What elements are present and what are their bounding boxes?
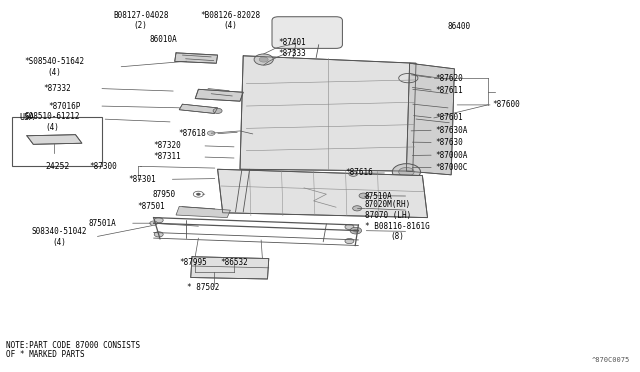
Text: *87000C: *87000C xyxy=(435,163,468,172)
Text: ^870C0075: ^870C0075 xyxy=(592,357,630,363)
Polygon shape xyxy=(27,135,82,144)
Circle shape xyxy=(259,57,268,62)
Polygon shape xyxy=(240,56,416,171)
Text: *B08126-82028
(4): *B08126-82028 (4) xyxy=(200,11,260,30)
Text: 87510A: 87510A xyxy=(365,192,392,201)
Text: *87301: *87301 xyxy=(128,175,156,184)
Text: *87630: *87630 xyxy=(435,138,463,147)
Text: *87311: *87311 xyxy=(154,153,181,161)
Bar xyxy=(12,117,102,166)
Text: B08127-04028
(2): B08127-04028 (2) xyxy=(113,11,168,30)
Text: 86010A: 86010A xyxy=(150,35,178,44)
Circle shape xyxy=(349,171,358,176)
Text: USA: USA xyxy=(19,113,34,122)
Polygon shape xyxy=(175,53,218,63)
Text: * 87502: * 87502 xyxy=(188,283,220,292)
Text: *87332: *87332 xyxy=(44,84,71,93)
Circle shape xyxy=(345,224,354,230)
Circle shape xyxy=(345,238,354,244)
Text: NOTE:PART CODE 87000 CONSISTS: NOTE:PART CODE 87000 CONSISTS xyxy=(6,341,141,350)
Circle shape xyxy=(392,164,420,180)
Text: *87620: *87620 xyxy=(435,74,463,83)
Polygon shape xyxy=(406,63,454,175)
Text: *87016P: *87016P xyxy=(48,102,81,110)
Circle shape xyxy=(353,206,362,211)
Circle shape xyxy=(150,221,157,225)
Text: *87320: *87320 xyxy=(154,141,181,150)
Circle shape xyxy=(154,232,163,237)
Polygon shape xyxy=(218,169,428,218)
Polygon shape xyxy=(176,206,230,218)
Text: *87501: *87501 xyxy=(138,202,165,211)
Text: 86400: 86400 xyxy=(448,22,471,31)
Text: *S08540-51642
(4): *S08540-51642 (4) xyxy=(24,57,84,77)
Text: *87995: *87995 xyxy=(179,258,207,267)
FancyBboxPatch shape xyxy=(272,17,342,48)
Circle shape xyxy=(350,227,362,234)
Circle shape xyxy=(359,193,368,198)
Polygon shape xyxy=(191,257,269,279)
Circle shape xyxy=(353,229,358,232)
Text: *87611: *87611 xyxy=(435,86,463,95)
Text: *87618: *87618 xyxy=(178,129,205,138)
Text: 87950: 87950 xyxy=(152,190,175,199)
Text: *87300: *87300 xyxy=(90,162,117,171)
Circle shape xyxy=(154,218,163,223)
Circle shape xyxy=(213,108,222,113)
Text: S08510-61212
(4): S08510-61212 (4) xyxy=(24,112,80,132)
Text: *87630A: *87630A xyxy=(435,126,468,135)
Circle shape xyxy=(254,54,273,65)
Text: *87333: *87333 xyxy=(278,49,306,58)
Text: *87401: *87401 xyxy=(278,38,306,47)
Text: 87501A: 87501A xyxy=(88,219,116,228)
Text: *87000A: *87000A xyxy=(435,151,468,160)
Circle shape xyxy=(196,193,200,195)
Polygon shape xyxy=(179,104,218,113)
Text: * B08116-8161G
(8): * B08116-8161G (8) xyxy=(365,222,429,241)
Text: OF * MARKED PARTS: OF * MARKED PARTS xyxy=(6,350,85,359)
Text: *86532: *86532 xyxy=(221,258,248,267)
Text: *87600: *87600 xyxy=(493,100,520,109)
Text: *87616: *87616 xyxy=(346,169,373,177)
Circle shape xyxy=(399,167,414,176)
Circle shape xyxy=(207,131,215,135)
Text: *87601: *87601 xyxy=(435,113,463,122)
Text: 24252: 24252 xyxy=(45,162,70,171)
Text: 87020M(RH)
87070 (LH): 87020M(RH) 87070 (LH) xyxy=(365,201,411,220)
Polygon shape xyxy=(195,89,243,101)
Circle shape xyxy=(193,191,204,197)
Text: S08340-51042
(4): S08340-51042 (4) xyxy=(32,227,88,247)
